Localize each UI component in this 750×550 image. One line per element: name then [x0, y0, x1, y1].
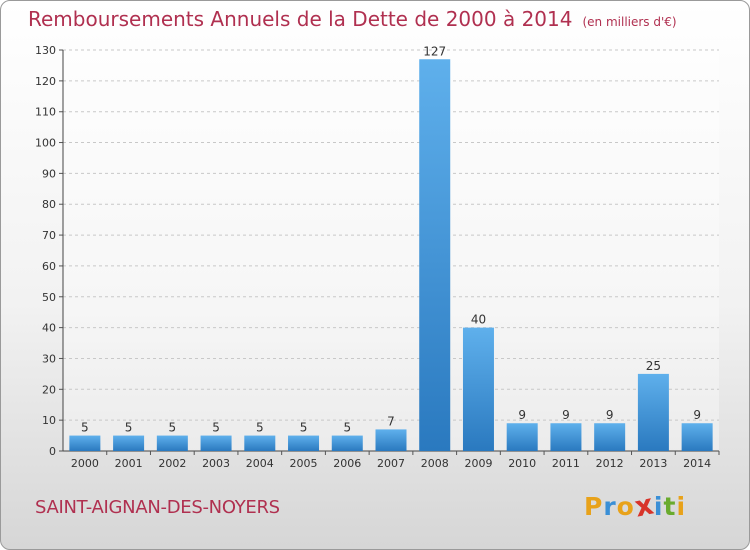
proxiti-logo: Proxiti: [584, 487, 687, 523]
bar: [550, 423, 582, 451]
bar: [331, 435, 363, 451]
plot-area: [63, 50, 719, 451]
bar-value-label: 9: [518, 408, 526, 422]
x-tick-label: 2004: [246, 457, 274, 470]
bar: [288, 435, 320, 451]
x-tick-label: 2010: [508, 457, 536, 470]
x-tick-label: 2013: [639, 457, 667, 470]
y-tick-label: 130: [35, 44, 56, 57]
x-tick-label: 2001: [115, 457, 143, 470]
x-tick-label: 2014: [683, 457, 711, 470]
bar: [419, 59, 451, 451]
bar-value-label: 5: [125, 421, 133, 435]
bar-value-label: 5: [169, 421, 177, 435]
y-tick-label: 110: [35, 106, 56, 119]
logo-letter: i: [676, 492, 687, 521]
bar-value-label: 5: [343, 421, 351, 435]
logo-letter: o: [616, 492, 635, 521]
chart-title: Remboursements Annuels de la Dette de 20…: [28, 7, 677, 31]
bar-value-label: 40: [471, 313, 486, 327]
bar: [156, 435, 188, 451]
bar: [244, 435, 276, 451]
y-tick-label: 60: [42, 260, 56, 273]
logo-letter: i: [653, 492, 664, 521]
bar-value-label: 7: [387, 414, 395, 428]
commune-name: SAINT-AIGNAN-DES-NOYERS: [35, 497, 280, 518]
chart-title-text: Remboursements Annuels de la Dette de 20…: [28, 7, 573, 31]
bar-value-label: 9: [693, 408, 701, 422]
x-tick-label: 2007: [377, 457, 405, 470]
y-tick-label: 10: [42, 414, 56, 427]
x-tick-label: 2008: [421, 457, 449, 470]
bar-value-label: 5: [300, 421, 308, 435]
bar-value-label: 5: [212, 421, 220, 435]
bar: [69, 435, 101, 451]
y-tick-label: 0: [49, 445, 56, 458]
bar: [113, 435, 145, 451]
x-tick-label: 2000: [71, 457, 99, 470]
logo-letter: P: [584, 492, 604, 521]
bar: [200, 435, 232, 451]
x-tick-label: 2011: [552, 457, 580, 470]
bar-value-label: 9: [606, 408, 614, 422]
y-tick-label: 50: [42, 291, 56, 304]
bar: [681, 423, 713, 451]
y-tick-label: 20: [42, 383, 56, 396]
x-tick-label: 2002: [158, 457, 186, 470]
x-tick-label: 2003: [202, 457, 230, 470]
bar: [462, 327, 494, 451]
bar: [637, 373, 669, 451]
x-tick-label: 2012: [596, 457, 624, 470]
bar-value-label: 127: [423, 44, 446, 58]
bar-value-label: 9: [562, 408, 570, 422]
bar: [506, 423, 538, 451]
y-tick-label: 120: [35, 75, 56, 88]
x-tick-label: 2005: [290, 457, 318, 470]
y-tick-label: 80: [42, 198, 56, 211]
x-tick-label: 2006: [333, 457, 361, 470]
logo-letter: r: [603, 492, 617, 521]
bar: [375, 429, 407, 451]
x-tick-label: 2009: [464, 457, 492, 470]
bar: [594, 423, 626, 451]
bar-value-label: 5: [256, 421, 264, 435]
logo-letter: t: [663, 492, 677, 521]
y-tick-label: 70: [42, 229, 56, 242]
y-tick-label: 30: [42, 352, 56, 365]
y-tick-label: 100: [35, 137, 56, 150]
bar-value-label: 5: [81, 421, 89, 435]
chart-subtitle: (en milliers d'€): [582, 15, 677, 29]
y-tick-label: 40: [42, 322, 56, 335]
y-tick-label: 90: [42, 167, 56, 180]
bar-value-label: 25: [646, 359, 661, 373]
